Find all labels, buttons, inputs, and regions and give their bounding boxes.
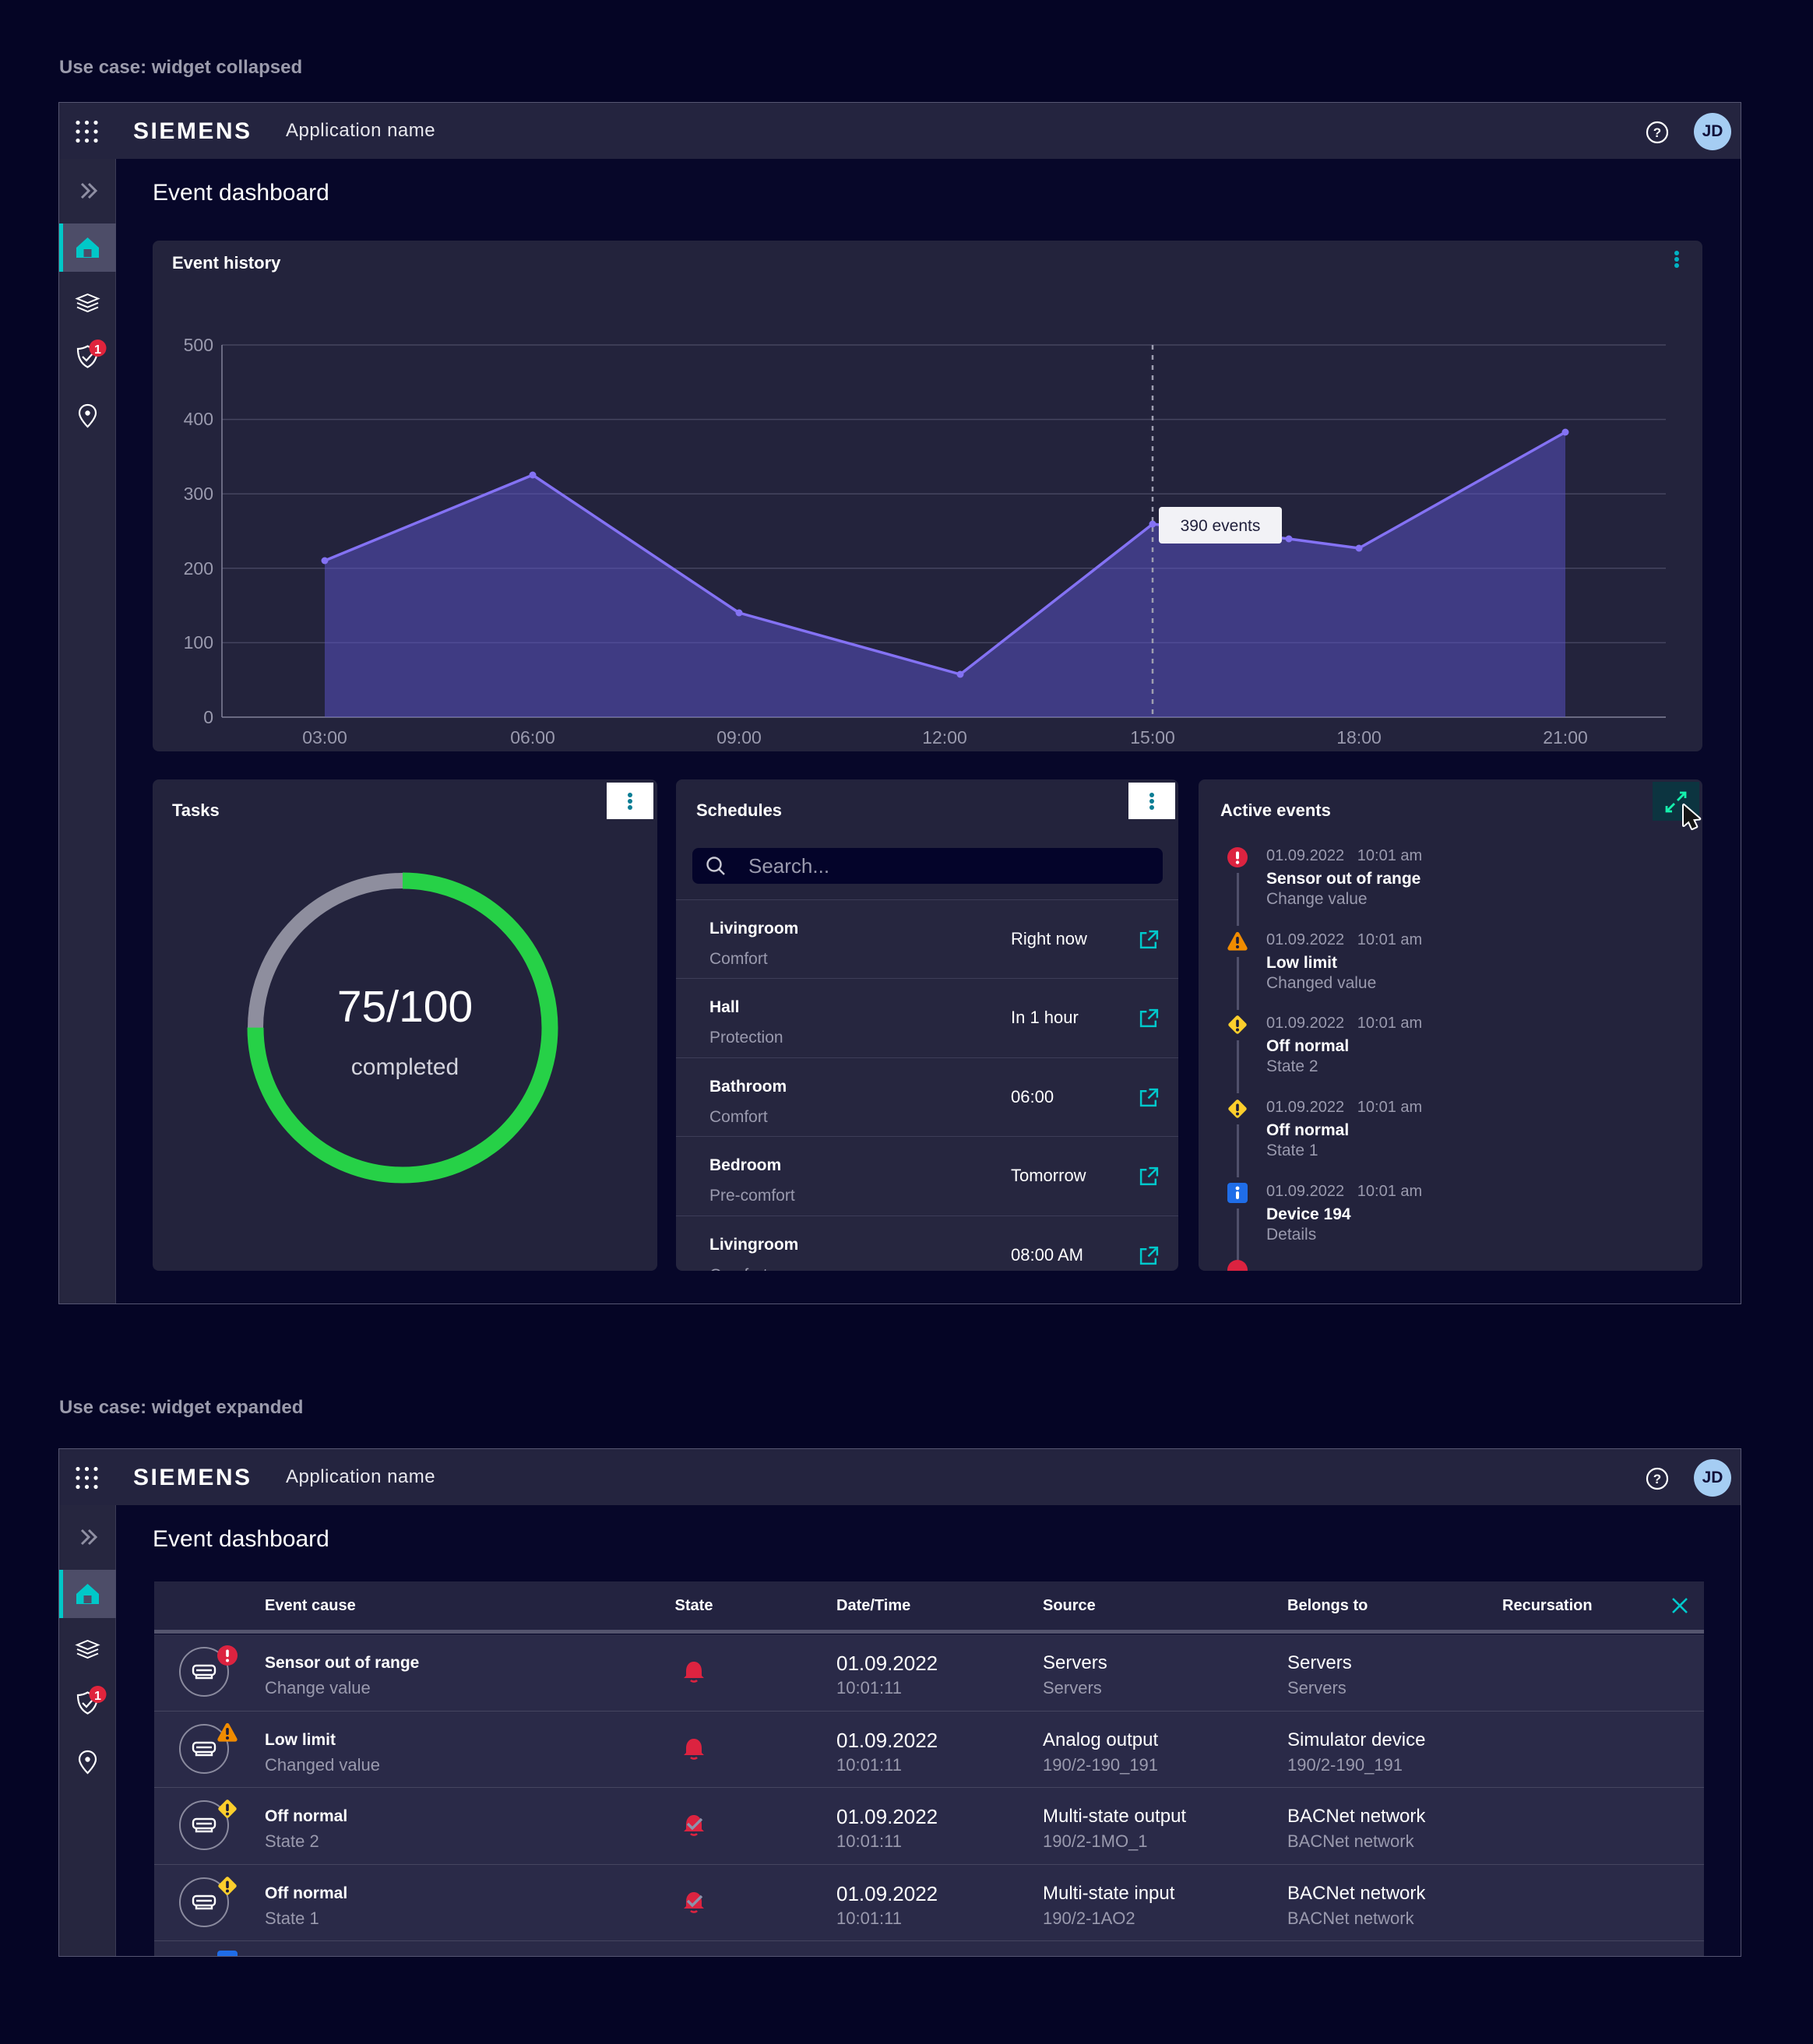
svg-text:0: 0 [203,707,213,727]
svg-text:06:00: 06:00 [510,727,555,748]
svg-text:1: 1 [94,343,101,357]
svg-text:400: 400 [184,409,213,429]
svg-text:21:00: 21:00 [1543,727,1588,748]
svg-text:390 events: 390 events [1181,517,1261,535]
svg-text:100: 100 [184,632,213,653]
svg-text:?: ? [1653,1472,1661,1486]
svg-text:1: 1 [94,1690,101,1703]
svg-text:500: 500 [184,335,213,355]
svg-text:15:00: 15:00 [1130,727,1175,748]
svg-text:18:00: 18:00 [1336,727,1382,748]
svg-text:03:00: 03:00 [302,727,347,748]
svg-text:200: 200 [184,558,213,579]
svg-text:12:00: 12:00 [922,727,967,748]
svg-text:09:00: 09:00 [716,727,762,748]
svg-text:300: 300 [184,484,213,504]
svg-text:?: ? [1653,125,1661,140]
